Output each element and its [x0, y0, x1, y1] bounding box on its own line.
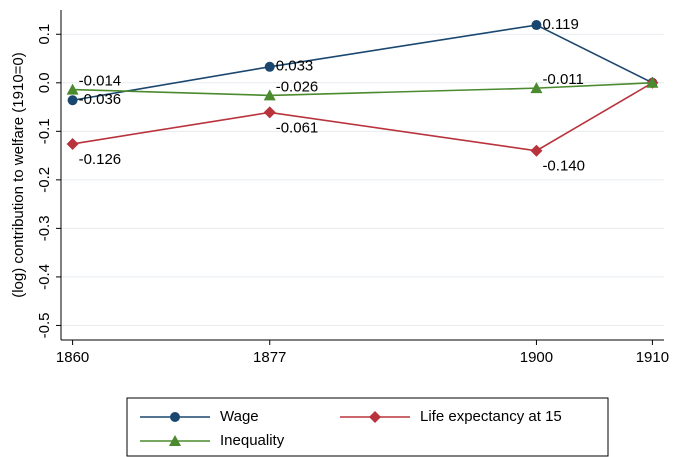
x-tick-label: 1860: [56, 349, 89, 366]
y-tick-label: -0.4: [36, 264, 53, 290]
data-label: 0.119: [542, 16, 578, 33]
y-tick-label: 0.1: [36, 24, 53, 45]
series-line: [72, 82, 653, 152]
y-axis-label: (log) contribution to welfare (1910=0): [10, 52, 27, 298]
data-point: [263, 106, 276, 119]
legend-label: Wage: [220, 408, 259, 425]
x-tick-label: 1900: [520, 349, 553, 366]
legend-marker: [169, 435, 181, 446]
y-tick-label: -0.2: [36, 167, 53, 193]
data-point: [67, 95, 78, 106]
data-label: -0.014: [79, 73, 122, 90]
data-point: [530, 82, 543, 94]
series-line: [72, 81, 653, 97]
data-label: -0.140: [542, 158, 585, 175]
y-tick-label: -0.1: [36, 118, 53, 144]
data-label: 0.033: [276, 58, 314, 75]
x-tick-label: 1910: [636, 349, 669, 366]
y-tick-label: -0.3: [36, 215, 53, 241]
x-tick-label: 1877: [253, 349, 286, 366]
legend-label: Life expectancy at 15: [420, 408, 562, 425]
data-label: -0.036: [79, 91, 122, 108]
y-tick-label: -0.5: [36, 313, 53, 339]
legend-label: Inequality: [220, 432, 285, 449]
data-point: [66, 137, 79, 150]
legend-box: [126, 397, 609, 457]
y-tick-label: 0.0: [36, 72, 53, 93]
legend-marker: [170, 412, 180, 422]
legend-marker: [369, 411, 381, 423]
data-label: -0.126: [79, 151, 122, 168]
data-point: [530, 144, 543, 157]
data-label: -0.026: [276, 78, 319, 95]
data-point: [646, 76, 659, 88]
data-point: [66, 83, 79, 95]
data-label: -0.061: [276, 119, 319, 136]
data-point: [531, 20, 542, 31]
series-line: [72, 24, 653, 102]
data-point: [264, 61, 275, 72]
data-label: -0.011: [542, 71, 583, 88]
data-point: [263, 89, 276, 101]
